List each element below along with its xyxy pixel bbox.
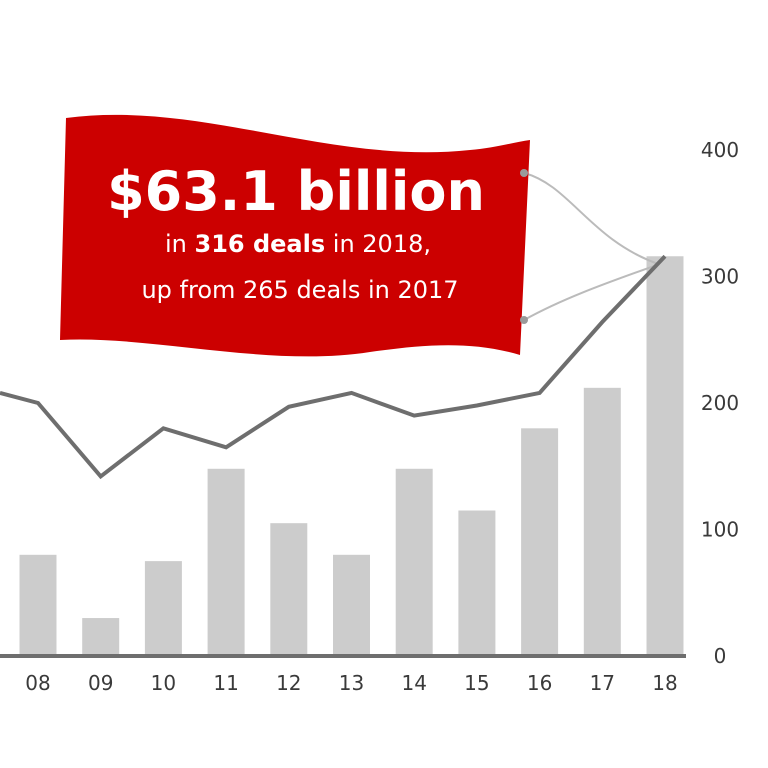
x-tick-label-08: 08	[25, 671, 50, 695]
y-axis: 0 100 200 300 400	[701, 138, 739, 668]
banner-flag	[60, 114, 530, 357]
trend-line	[0, 254, 667, 480]
banner-strings	[523, 172, 660, 321]
bar-09	[82, 618, 120, 656]
x-tick-label-09: 09	[88, 671, 113, 695]
bar-17	[583, 387, 621, 656]
y-tick-label-200: 200	[701, 391, 739, 415]
banner-line-1-suffix: in 2018,	[325, 230, 431, 258]
x-tick-labels: 08 09 10 11 12 13 14 15 16 17 18	[25, 671, 677, 695]
bar-18	[646, 256, 684, 656]
y-tick-label-400: 400	[701, 138, 739, 162]
x-tick-label-16: 16	[527, 671, 552, 695]
banner-headline: $63.1 billion	[107, 160, 485, 223]
bar-series	[19, 256, 684, 656]
bar-10	[144, 561, 182, 656]
y-tick-label-0: 0	[714, 644, 727, 668]
y-tick-label-100: 100	[701, 518, 739, 542]
banner-line-1-prefix: in	[165, 230, 195, 258]
bar-11	[207, 468, 245, 656]
banner-grommet-bottom	[520, 316, 528, 324]
annotation-banner: $63.1 billion in 316 deals in 2018, up f…	[60, 114, 530, 357]
bar-13	[333, 554, 370, 656]
bar-15	[458, 510, 496, 656]
banner-grommet-top	[520, 169, 528, 177]
bar-08	[19, 554, 57, 656]
x-tick-label-12: 12	[276, 671, 301, 695]
x-tick-label-15: 15	[464, 671, 489, 695]
y-tick-label-300: 300	[701, 265, 739, 289]
banner-line-2: up from 265 deals in 2017	[141, 276, 458, 304]
x-tick-label-14: 14	[401, 671, 426, 695]
x-tick-label-10: 10	[151, 671, 176, 695]
banner-line-1: in 316 deals in 2018,	[165, 230, 431, 258]
x-tick-label-13: 13	[339, 671, 364, 695]
banner-string-bottom	[523, 263, 660, 321]
x-tick-label-11: 11	[213, 671, 238, 695]
x-tick-label-17: 17	[590, 671, 615, 695]
bar-14	[395, 468, 433, 656]
line-series	[0, 254, 667, 480]
bar-16	[521, 428, 559, 656]
bar-12	[270, 523, 308, 656]
x-tick-label-18: 18	[652, 671, 677, 695]
banner-line-1-bold: 316 deals	[195, 230, 326, 258]
banner-string-top	[523, 172, 660, 266]
